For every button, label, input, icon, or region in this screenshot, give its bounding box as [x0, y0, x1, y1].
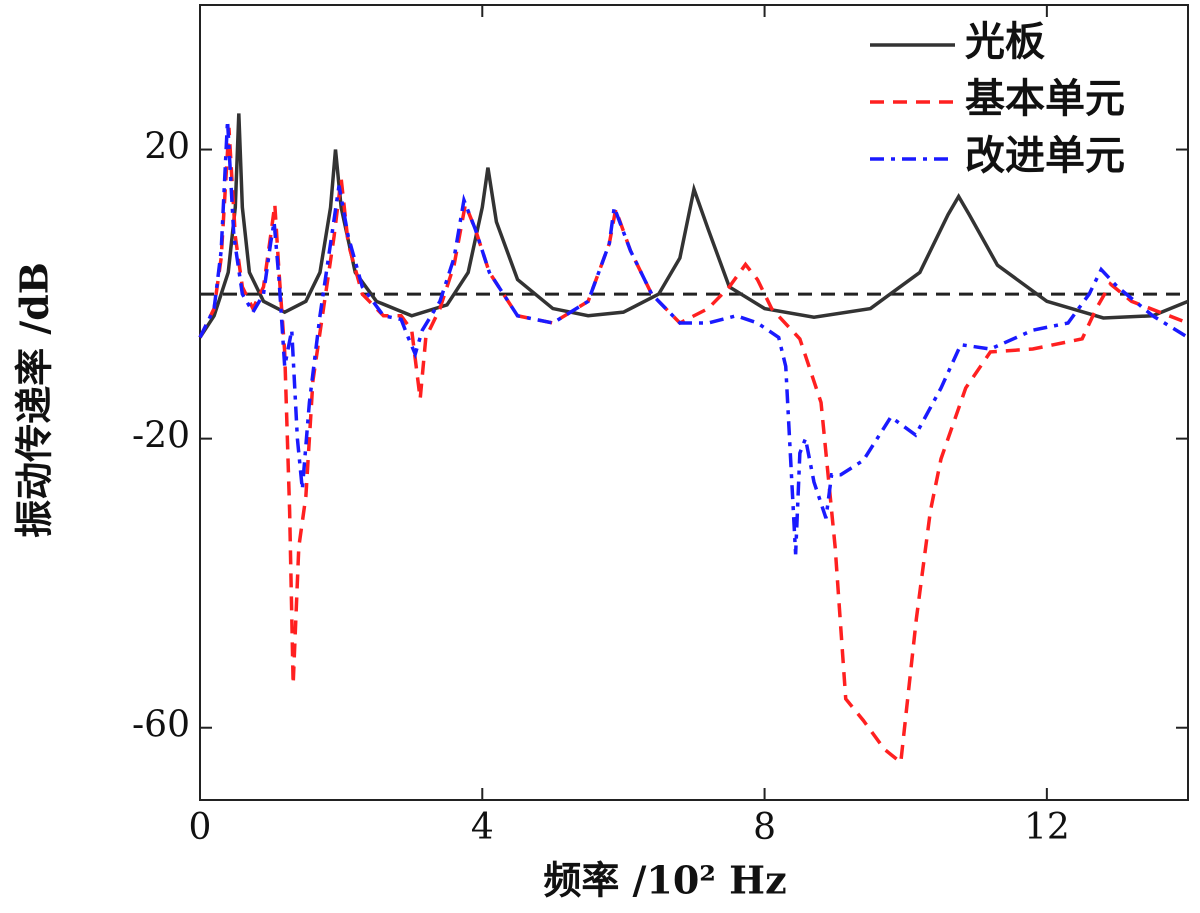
x-tick-label: 4	[471, 807, 494, 848]
x-tick-label: 0	[189, 807, 212, 848]
y-tick-label: -20	[132, 416, 190, 457]
x-tick-label: 8	[753, 807, 776, 848]
x-tick-label: 12	[1024, 807, 1070, 848]
series-line	[198, 113, 1189, 339]
y-tick-label: -60	[132, 705, 190, 746]
series-line	[198, 127, 1189, 766]
x-axis-label: 频率 /10² Hz	[543, 858, 786, 903]
y-tick-label: 20	[144, 127, 190, 168]
legend-label: 改进单元	[965, 132, 1125, 179]
series-line	[198, 120, 1189, 555]
y-axis-label: 振动传递率 /dB	[12, 262, 57, 538]
legend-label: 光板	[965, 18, 1045, 65]
plot-frame	[199, 4, 1189, 801]
legend-label: 基本单元	[965, 75, 1125, 122]
